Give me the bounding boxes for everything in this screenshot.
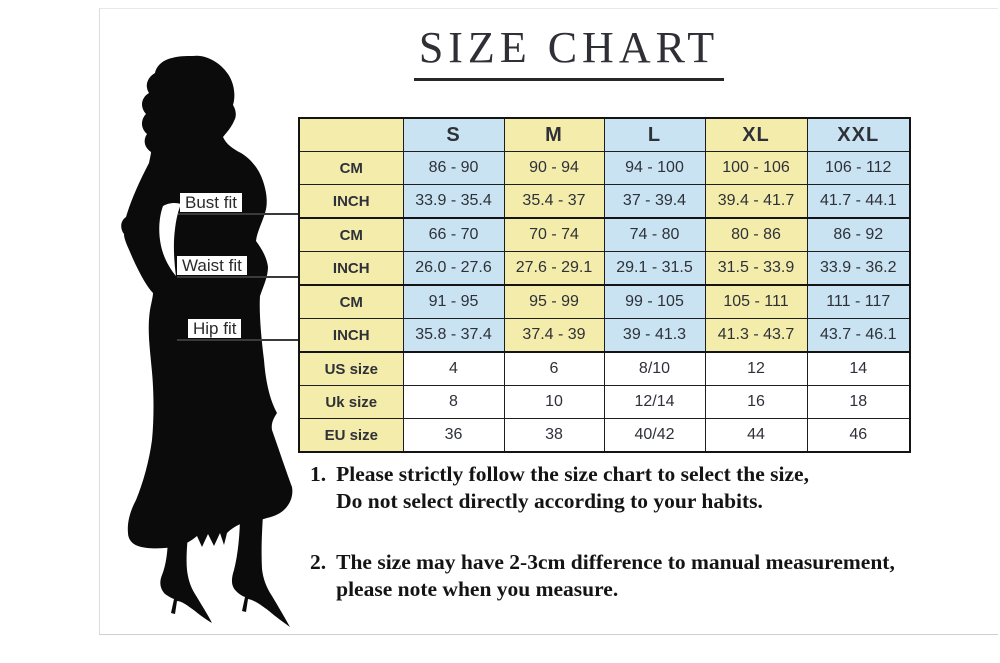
cell: 43.7 - 46.1 bbox=[806, 318, 911, 353]
bust-inch-row: INCH 33.9 - 35.4 35.4 - 37 37 - 39.4 39.… bbox=[298, 184, 911, 219]
waist-pointer-line bbox=[177, 276, 299, 278]
note-1-text: Please strictly follow the size chart to… bbox=[336, 461, 809, 515]
cell: 39.4 - 41.7 bbox=[704, 184, 808, 219]
title-underline bbox=[414, 78, 724, 81]
cell: 16 bbox=[704, 385, 808, 419]
cell: 8 bbox=[402, 385, 505, 419]
note-2-text: The size may have 2-3cm difference to ma… bbox=[336, 549, 895, 603]
row-label: INCH bbox=[298, 184, 404, 219]
cell: 91 - 95 bbox=[402, 284, 505, 319]
cell: 12 bbox=[704, 351, 808, 386]
note-1: 1. Please strictly follow the size chart… bbox=[310, 461, 990, 515]
cell: 35.8 - 37.4 bbox=[402, 318, 505, 353]
cell: 39 - 41.3 bbox=[603, 318, 706, 353]
cell: 37 - 39.4 bbox=[603, 184, 706, 219]
size-header-xxl: XXL bbox=[806, 117, 911, 152]
cell: 10 bbox=[503, 385, 605, 419]
cell: 33.9 - 36.2 bbox=[806, 251, 911, 286]
cell: 74 - 80 bbox=[603, 217, 706, 252]
us-size-row: US size 4 6 8/10 12 14 bbox=[298, 351, 911, 386]
cell: 70 - 74 bbox=[503, 217, 605, 252]
cell: 99 - 105 bbox=[603, 284, 706, 319]
cell: 37.4 - 39 bbox=[503, 318, 605, 353]
size-header-m: M bbox=[503, 117, 605, 152]
size-table: S M L XL XXL CM 86 - 90 90 - 94 94 - 100… bbox=[298, 117, 911, 453]
cell: 94 - 100 bbox=[603, 151, 706, 185]
cell: 33.9 - 35.4 bbox=[402, 184, 505, 219]
cell: 4 bbox=[402, 351, 505, 386]
note-2-number: 2. bbox=[310, 550, 327, 574]
hip-cm-row: CM 91 - 95 95 - 99 99 - 105 105 - 111 11… bbox=[298, 284, 911, 319]
cell: 105 - 111 bbox=[704, 284, 808, 319]
row-label: Uk size bbox=[298, 385, 404, 419]
row-label: US size bbox=[298, 351, 404, 386]
size-header-s: S bbox=[402, 117, 505, 152]
cell: 38 bbox=[503, 418, 605, 453]
hip-pointer-line bbox=[177, 339, 299, 341]
cell: 111 - 117 bbox=[806, 284, 911, 319]
cell: 31.5 - 33.9 bbox=[704, 251, 808, 286]
row-label: INCH bbox=[298, 251, 404, 286]
row-label: CM bbox=[298, 151, 404, 185]
corner-cell bbox=[298, 117, 404, 152]
waist-cm-row: CM 66 - 70 70 - 74 74 - 80 80 - 86 86 - … bbox=[298, 217, 911, 252]
note-1-number: 1. bbox=[310, 462, 327, 486]
uk-size-row: Uk size 8 10 12/14 16 18 bbox=[298, 385, 911, 419]
cell: 95 - 99 bbox=[503, 284, 605, 319]
cell: 86 - 92 bbox=[806, 217, 911, 252]
bust-pointer-line bbox=[178, 213, 299, 215]
woman-body-shape bbox=[121, 55, 293, 549]
cell: 44 bbox=[704, 418, 808, 453]
bust-cm-row: CM 86 - 90 90 - 94 94 - 100 100 - 106 10… bbox=[298, 151, 911, 185]
bust-fit-label: Bust fit bbox=[180, 193, 242, 212]
cell: 26.0 - 27.6 bbox=[402, 251, 505, 286]
note-1-line-1: Please strictly follow the size chart to… bbox=[336, 462, 809, 486]
cell: 27.6 - 29.1 bbox=[503, 251, 605, 286]
cell: 35.4 - 37 bbox=[503, 184, 605, 219]
eu-size-row: EU size 36 38 40/42 44 46 bbox=[298, 418, 911, 453]
size-header-l: L bbox=[603, 117, 706, 152]
cell: 46 bbox=[806, 418, 911, 453]
cell: 100 - 106 bbox=[704, 151, 808, 185]
cell: 86 - 90 bbox=[402, 151, 505, 185]
row-label: INCH bbox=[298, 318, 404, 353]
note-2-line-2: please note when you measure. bbox=[336, 577, 619, 601]
hip-inch-row: INCH 35.8 - 37.4 37.4 - 39 39 - 41.3 41.… bbox=[298, 318, 911, 353]
right-shoe bbox=[231, 514, 290, 627]
size-header-xl: XL bbox=[704, 117, 808, 152]
cell: 36 bbox=[402, 418, 505, 453]
row-label: EU size bbox=[298, 418, 404, 453]
note-2-line-1: The size may have 2-3cm difference to ma… bbox=[336, 550, 895, 574]
cell: 18 bbox=[806, 385, 911, 419]
cell: 80 - 86 bbox=[704, 217, 808, 252]
cell: 90 - 94 bbox=[503, 151, 605, 185]
size-header-row: S M L XL XXL bbox=[298, 117, 911, 152]
cell: 12/14 bbox=[603, 385, 706, 419]
cell: 40/42 bbox=[603, 418, 706, 453]
waist-inch-row: INCH 26.0 - 27.6 27.6 - 29.1 29.1 - 31.5… bbox=[298, 251, 911, 286]
row-label: CM bbox=[298, 217, 404, 252]
page-title: SIZE CHART bbox=[418, 23, 720, 72]
note-2: 2. The size may have 2-3cm difference to… bbox=[310, 549, 990, 603]
cell: 6 bbox=[503, 351, 605, 386]
left-shoe bbox=[160, 534, 212, 623]
cell: 8/10 bbox=[603, 351, 706, 386]
waist-fit-label: Waist fit bbox=[177, 256, 247, 275]
hip-fit-label: Hip fit bbox=[188, 319, 242, 338]
note-1-line-2: Do not select directly according to your… bbox=[336, 489, 763, 513]
cell: 14 bbox=[806, 351, 911, 386]
cell: 29.1 - 31.5 bbox=[603, 251, 706, 286]
cell: 106 - 112 bbox=[806, 151, 911, 185]
cell: 66 - 70 bbox=[402, 217, 505, 252]
cell: 41.3 - 43.7 bbox=[704, 318, 808, 353]
row-label: CM bbox=[298, 284, 404, 319]
cell: 41.7 - 44.1 bbox=[806, 184, 911, 219]
